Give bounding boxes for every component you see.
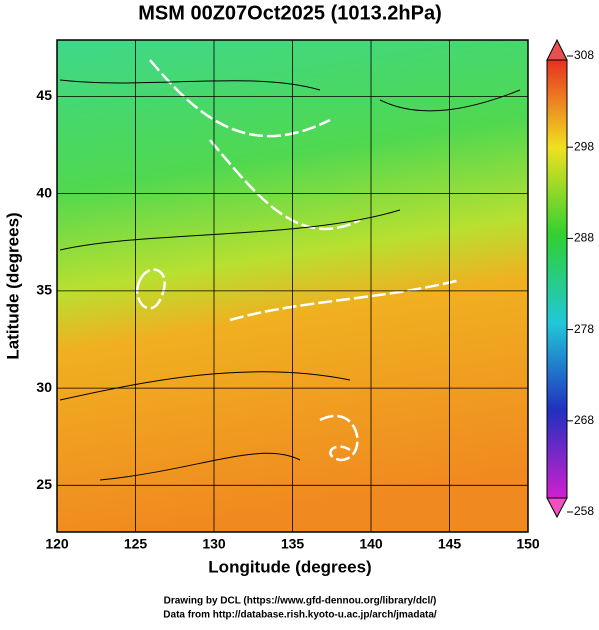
x-tick-label: 135	[281, 536, 305, 552]
streamline	[59, 79, 521, 481]
colorbar-tick-label: 258	[574, 504, 594, 518]
x-tick-label: 140	[359, 536, 383, 552]
colorbar-tick-label: 308	[574, 48, 594, 62]
x-axis-label: Longitude (degrees)	[208, 557, 371, 576]
y-axis-label: Latitude (degrees)	[3, 212, 22, 359]
colorbar-tick-label: 278	[574, 322, 594, 336]
colorbar-max-arrow	[546, 38, 568, 61]
x-tick-label: 120	[45, 536, 69, 552]
footer-line: Data from http://database.rish.kyoto-u.a…	[163, 610, 437, 621]
contour	[136, 59, 461, 462]
y-tick-label: 45	[36, 87, 52, 103]
x-tick-label: 130	[202, 536, 226, 552]
y-tick-label: 25	[36, 476, 52, 492]
y-tick-label: 30	[36, 379, 52, 395]
colorbar	[546, 59, 568, 499]
colorbar-tick-label: 298	[574, 139, 594, 153]
colorbar-tick-label: 288	[574, 231, 594, 245]
y-tick-label: 40	[36, 184, 52, 200]
x-tick-label: 125	[124, 536, 148, 552]
y-tick-label: 35	[36, 282, 52, 298]
x-tick-label: 145	[438, 536, 462, 552]
footer-line: Drawing by DCL (https://www.gfd-dennou.o…	[164, 596, 437, 607]
x-tick-label: 150	[516, 536, 540, 552]
colorbar-min-arrow	[546, 497, 568, 519]
colorbar-tick-label: 268	[574, 413, 594, 427]
title: MSM 00Z07Oct2025 (1013.2hPa)	[138, 2, 442, 24]
